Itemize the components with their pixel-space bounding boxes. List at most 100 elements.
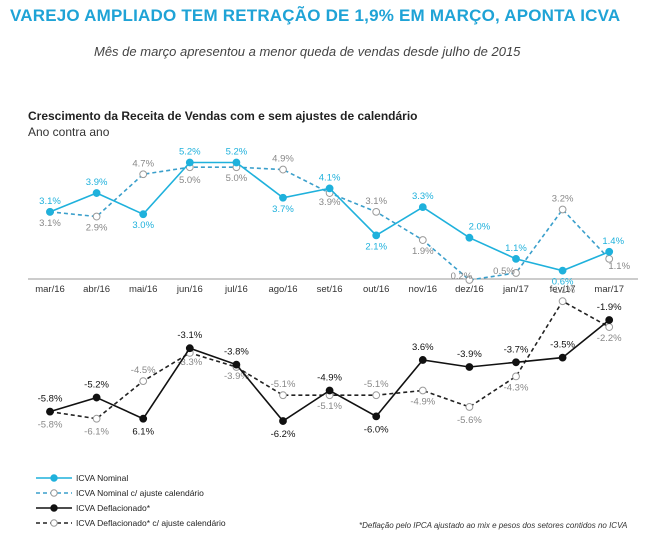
nominal-point [605, 247, 614, 256]
deflated-point [558, 353, 567, 362]
deflated-adjusted-data-label: -1.1% [550, 285, 575, 296]
deflated-adjusted-data-label: -2.2% [597, 333, 622, 344]
nominal-data-label: 5.2% [226, 147, 248, 158]
deflated-adjusted-point [512, 372, 520, 381]
deflated-adjusted-data-label: -5.1% [317, 401, 342, 412]
deflated-point [92, 393, 101, 402]
nominal-adjusted-data-label: 3.9% [319, 197, 341, 208]
nominal-point [92, 189, 101, 197]
deflated-data-label: -5.2% [84, 380, 109, 391]
deflated-point [185, 344, 194, 353]
nominal-point [325, 184, 334, 193]
x-tick-label: mar/17 [594, 284, 624, 295]
nominal-data-label: 2.1% [365, 241, 387, 252]
nominal-point [372, 231, 381, 240]
legend-label: ICVA Nominal c/ ajuste calendário [76, 488, 204, 498]
nominal-data-label: 2.0% [469, 222, 491, 233]
x-tick-label: abr/16 [83, 284, 110, 295]
deflated-point [465, 363, 474, 371]
deflated-adjusted-data-label: -5.6% [457, 415, 482, 426]
nominal-data-label: 3.7% [272, 204, 294, 215]
deflated-adjusted-point [418, 386, 427, 395]
x-tick-label: set/16 [317, 284, 343, 295]
deflated-data-label: 3.6% [412, 342, 434, 353]
nominal-data-label: 1.4% [602, 236, 624, 247]
deflated-adjusted-point [605, 323, 614, 331]
nominal-data-label: 3.0% [132, 220, 154, 231]
nominal-adjusted-point [139, 170, 148, 179]
nominal-adjusted-data-label: 3.1% [39, 218, 61, 229]
nominal-point [232, 158, 241, 167]
nominal-point [512, 254, 520, 263]
x-tick-label: jun/16 [176, 284, 203, 295]
legend-marker [50, 504, 58, 512]
nominal-adjusted-data-label: 0.5% [493, 266, 515, 277]
deflated-point [46, 407, 54, 416]
deflated-point [512, 358, 520, 367]
nominal-adjusted-point [372, 207, 381, 216]
chart-title: Crescimento da Receita de Vendas com e s… [28, 109, 418, 123]
deflated-point [605, 316, 614, 324]
nominal-data-label: 3.9% [86, 177, 108, 188]
legend-marker [50, 474, 58, 482]
deflated-adjusted-data-label: -5.1% [364, 379, 389, 390]
deflated-adjusted-data-label: -3.3% [177, 357, 202, 368]
deflated-adjusted-data-label: -6.1% [84, 427, 109, 438]
deflated-adjusted-point [372, 391, 381, 400]
nominal-data-label: 3.1% [39, 196, 61, 207]
deflated-data-label: -3.5% [550, 340, 575, 351]
deflated-adjusted-point [279, 391, 287, 400]
deflated-adjusted-point [139, 377, 148, 386]
x-tick-label: nov/16 [409, 284, 438, 295]
deflated-data-label: -6.0% [364, 424, 389, 435]
deflated-adjusted-point [465, 403, 474, 411]
deflated-point [139, 414, 148, 423]
nominal-adjusted-data-label: 5.0% [179, 175, 201, 186]
legend-label: ICVA Deflacionado* [76, 503, 151, 513]
deflated-point [325, 386, 334, 395]
x-tick-label: jul/16 [224, 284, 248, 295]
nominal-adjusted-data-label: 4.9% [272, 154, 294, 165]
deflated-point [372, 412, 381, 421]
nominal-adjusted-point [279, 165, 287, 174]
nominal-adjusted-point [92, 212, 101, 221]
deflated-adjusted-point [558, 297, 567, 306]
nominal-point [418, 203, 427, 212]
nominal-adjusted-data-label: 1.1% [608, 261, 630, 272]
deflated-data-label: -6.2% [271, 429, 296, 440]
deflated-adjusted-point [92, 414, 101, 423]
nominal-adjusted-point [558, 205, 567, 214]
nominal-point [279, 193, 287, 202]
nominal-adjusted-data-label: 3.2% [552, 194, 574, 205]
nominal-adjusted-data-label: 3.1% [365, 196, 387, 207]
nominal-point [558, 266, 567, 275]
deflated-adjusted-data-label: -4.5% [131, 365, 156, 376]
deflated-data-label: -3.7% [504, 344, 529, 355]
deflated-data-label: -1.9% [597, 302, 622, 313]
chart-subtitle: Ano contra ano [28, 125, 110, 139]
legend-label: ICVA Nominal [76, 473, 128, 483]
nominal-data-label: 1.1% [505, 243, 527, 254]
nominal-data-label: 0.6% [552, 277, 574, 288]
deflated-adjusted-data-label: -5.1% [271, 379, 296, 390]
x-tick-label: fev/17 [550, 284, 576, 295]
nominal-adjusted-data-label: 5.0% [226, 173, 248, 184]
subheadline: Mês de março apresentou a menor queda de… [94, 44, 521, 59]
deflated-adjusted-data-label: -4.9% [410, 397, 435, 408]
x-tick-label: out/16 [363, 284, 389, 295]
nominal-data-label: 5.2% [179, 147, 201, 158]
deflated-data-label: -4.9% [317, 373, 342, 384]
deflated-adjusted-data-label: -4.3% [504, 382, 529, 393]
nominal-point [46, 207, 54, 216]
x-tick-label: dez/16 [455, 284, 484, 295]
nominal-adjusted-data-label: 1.9% [412, 246, 434, 257]
deflated-data-label: -3.9% [457, 349, 482, 360]
legend-marker [50, 489, 58, 497]
nominal-adjusted-point [512, 269, 520, 277]
deflated-point [232, 360, 241, 369]
nominal-point [465, 233, 474, 242]
chart-footnote: *Deflação pelo IPCA ajustado ao mix e pe… [359, 521, 628, 530]
x-tick-label: mar/16 [35, 284, 65, 295]
headline: VAREJO AMPLIADO TEM RETRAÇÃO DE 1,9% EM … [10, 6, 621, 25]
